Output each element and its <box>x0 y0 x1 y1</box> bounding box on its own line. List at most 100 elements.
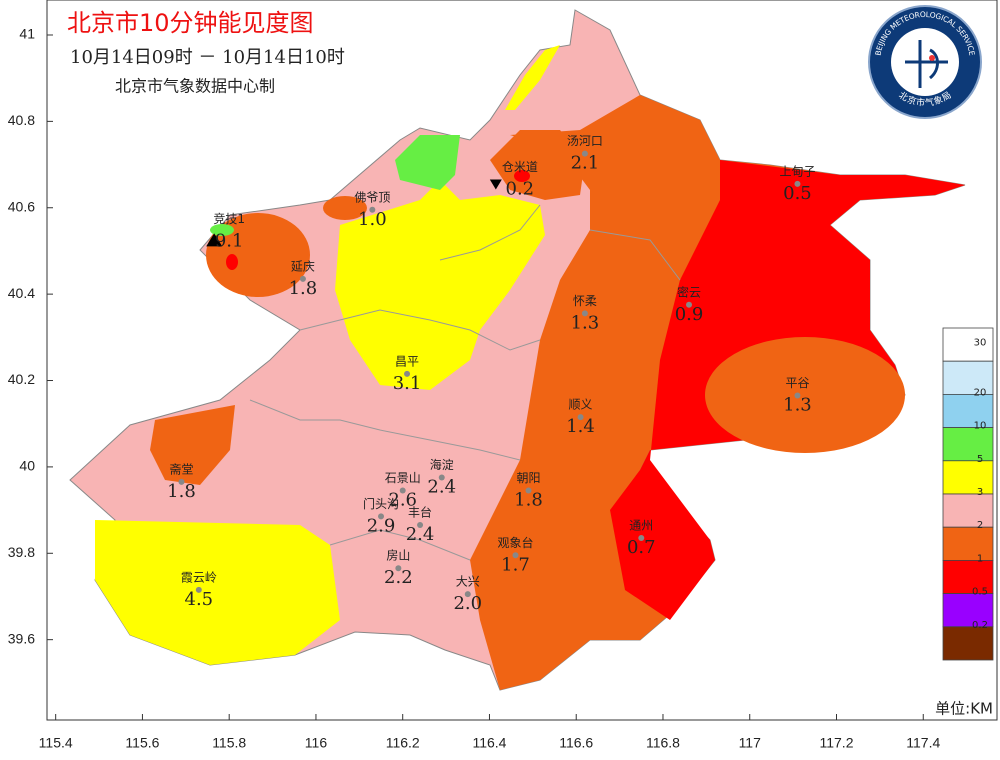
x-tick-label: 117.4 <box>906 735 940 751</box>
producer: 北京市气象数据中心制 <box>115 77 275 96</box>
station-value: 0.9 <box>675 304 704 325</box>
station-marker <box>299 275 306 282</box>
legend-label: 0.2 <box>972 620 988 631</box>
legend-swatch <box>942 493 994 528</box>
red-spot <box>226 254 238 270</box>
title: 北京市10分钟能见度图 <box>67 9 314 37</box>
station-value: 2.0 <box>453 593 482 614</box>
station-value: 9.1 <box>215 230 244 251</box>
green-north <box>395 135 460 190</box>
x-tick-label: 117.2 <box>819 735 853 751</box>
station-value: 3.1 <box>393 373 422 394</box>
station-marker <box>404 370 411 377</box>
border <box>589 229 681 281</box>
station-value: 1.3 <box>783 394 812 415</box>
legend-label: 0.5 <box>972 587 988 598</box>
legend-swatch <box>942 560 994 595</box>
station-value: 2.4 <box>406 524 435 545</box>
x-tick-label: 116.2 <box>386 735 420 751</box>
time-range: 10月14日09时 － 10月14日10时 <box>70 47 345 68</box>
orange-pinggu <box>705 337 905 453</box>
station-value: 2.1 <box>571 153 600 174</box>
y-tick-label: 40 <box>19 458 35 474</box>
station-name: 霞云岭 <box>181 570 217 584</box>
legend-label: 30 <box>974 338 987 349</box>
station-value: 0.7 <box>627 537 656 558</box>
station-value: 1.7 <box>501 554 530 575</box>
station-name: 延庆 <box>291 259 315 273</box>
station-name: 顺义 <box>569 398 593 412</box>
legend-label: 3 <box>977 487 983 498</box>
x-tick-label: 116.6 <box>559 735 593 751</box>
x-tick-label: 117 <box>739 735 762 751</box>
legend-swatch <box>942 360 994 395</box>
logo: BEIJING METEOROLOGICAL SERVICE 北京市气象局 <box>868 5 982 119</box>
station-name: 竞技1 <box>213 212 245 226</box>
station-value: 1.4 <box>566 416 595 437</box>
station-marker <box>195 586 202 593</box>
station-value: 1.3 <box>571 312 600 333</box>
y-tick-label: 40.2 <box>8 371 35 387</box>
station-name: 斋堂 <box>169 461 193 476</box>
station-marker <box>206 233 223 247</box>
station-name: 朝阳 <box>516 471 540 485</box>
station-value: 2.6 <box>388 489 417 510</box>
y-tick-label: 39.6 <box>8 630 35 646</box>
station-marker <box>417 522 424 529</box>
station-name: 石景山 <box>385 471 421 485</box>
station-name: 平谷 <box>785 376 809 390</box>
legend-unit: 单位:KM <box>935 700 993 718</box>
station-marker <box>438 474 445 481</box>
station-value: 1.8 <box>289 278 318 299</box>
station-value: 1.8 <box>167 481 196 502</box>
station-name: 丰台 <box>408 505 432 520</box>
station-value: 0.5 <box>783 183 812 204</box>
red-spot <box>514 170 530 182</box>
station-name: 密云 <box>677 284 701 299</box>
station-marker <box>525 487 532 494</box>
legend-swatch <box>942 626 994 661</box>
station-name: 昌平 <box>395 354 419 368</box>
station-name: 汤河口 <box>567 134 603 148</box>
station-value: 4.5 <box>185 589 214 610</box>
station-marker <box>378 513 385 520</box>
station-value: 1.8 <box>514 489 543 510</box>
station-value: 0.2 <box>506 179 535 200</box>
x-tick-label: 115.8 <box>212 735 246 751</box>
logo-dot <box>929 55 935 61</box>
y-tick-label: 40.6 <box>8 198 35 214</box>
legend-swatch <box>942 393 994 428</box>
legend-label: 2 <box>977 520 983 531</box>
station-marker <box>464 591 471 598</box>
station-marker <box>489 179 502 190</box>
yellow-southwest <box>95 520 340 665</box>
station-marker <box>638 535 645 542</box>
legend-swatch <box>942 327 994 362</box>
x-tick-label: 115.6 <box>125 735 159 751</box>
orange-zhaitang <box>150 405 235 485</box>
y-tick-label: 40.8 <box>8 112 35 128</box>
legend-swatch <box>942 593 994 628</box>
station-name: 门头沟 <box>363 496 399 511</box>
border <box>249 399 521 461</box>
x-tick-label: 116.8 <box>646 735 680 751</box>
station-value: 1.0 <box>358 209 387 230</box>
station-marker <box>794 180 801 187</box>
legend-label: 5 <box>977 454 983 465</box>
border <box>299 309 541 351</box>
station-marker <box>395 565 402 572</box>
station-marker <box>178 478 185 485</box>
station-name: 通州 <box>629 519 653 533</box>
orange-yanqing <box>206 213 310 297</box>
station-value: 2.2 <box>384 567 413 588</box>
border <box>329 529 471 561</box>
yellow-north <box>335 180 545 390</box>
station-marker <box>794 392 801 399</box>
yellow-top <box>505 45 560 110</box>
station-marker <box>577 414 584 421</box>
legend-label: 20 <box>974 387 987 398</box>
orange-tanghekou <box>490 130 585 200</box>
station-name: 观象台 <box>497 535 533 550</box>
y-tick-label: 39.8 <box>8 544 35 560</box>
x-tick-label: 116 <box>305 735 328 751</box>
